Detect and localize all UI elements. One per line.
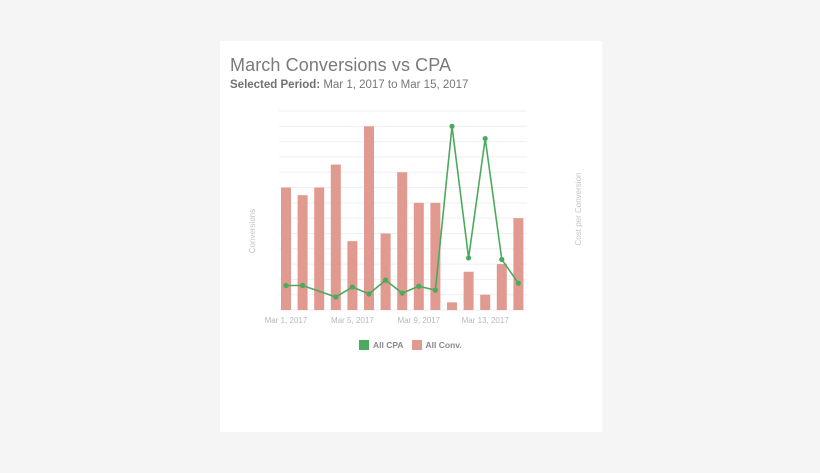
x-tick-label: Mar 9, 2017 — [397, 316, 440, 325]
chart-title: March Conversions vs CPA — [230, 55, 452, 75]
cpa-point[interactable] — [482, 135, 488, 142]
conversion-bar[interactable] — [347, 241, 358, 310]
cpa-polyline — [286, 126, 520, 298]
cpa-point[interactable] — [432, 287, 438, 293]
conversion-bar[interactable] — [397, 172, 408, 310]
cpa-point[interactable] — [349, 284, 355, 290]
conversions-bars — [281, 126, 524, 310]
conversion-bar[interactable] — [330, 164, 341, 310]
chart-card: March Conversions vs CPA Selected Period… — [220, 41, 602, 432]
cpa-point[interactable] — [399, 290, 405, 296]
x-tick-label: Mar 5, 2017 — [331, 316, 374, 325]
left-axis-title: Conversions — [248, 209, 257, 253]
conversion-bar[interactable] — [513, 218, 524, 310]
conversion-bar[interactable] — [480, 294, 491, 310]
legend-item-conv[interactable]: All Conv. — [411, 340, 462, 350]
conversion-bar[interactable] — [297, 195, 308, 310]
legend-swatch-cpa — [359, 340, 369, 350]
conversion-bar[interactable] — [281, 187, 291, 310]
conversion-bar[interactable] — [447, 302, 457, 310]
cpa-point[interactable] — [449, 123, 455, 129]
x-axis-ticks: Mar 1, 2017 Mar 5, 2017 Mar 9, 2017 Mar 13,… — [265, 316, 510, 325]
cpa-line — [283, 123, 521, 300]
legend-label-cpa: All CPA — [373, 340, 404, 350]
chart-legend: All CPA All Conv. — [359, 340, 470, 350]
conversion-bar[interactable] — [413, 202, 424, 310]
combo-chart: Mar 1, 2017 Mar 5, 2017 Mar 9, 2017 Mar 13,… — [248, 110, 583, 325]
conversion-bar[interactable] — [314, 187, 325, 310]
cpa-point[interactable] — [300, 282, 306, 289]
cpa-point[interactable] — [333, 294, 339, 300]
cpa-point[interactable] — [416, 283, 422, 289]
legend-item-cpa[interactable]: All CPA — [359, 340, 404, 350]
conversion-bar[interactable] — [496, 264, 507, 310]
x-tick-label: Mar 1, 2017 — [265, 316, 308, 325]
chart-subtitle: Selected Period: Mar 1, 2017 to Mar 15, … — [230, 79, 468, 91]
conversion-bar[interactable] — [364, 126, 374, 310]
conversion-bar[interactable] — [463, 271, 474, 310]
cpa-point[interactable] — [499, 256, 505, 263]
cpa-point[interactable] — [515, 280, 521, 286]
cpa-point[interactable] — [283, 282, 289, 289]
conversion-bar[interactable] — [430, 202, 441, 310]
cpa-point[interactable] — [383, 277, 389, 283]
legend-label-conv: All Conv. — [425, 340, 462, 350]
x-tick-label: Mar 13, 2017 — [462, 316, 510, 325]
subtitle-label: Selected Period: — [230, 79, 321, 91]
right-axis-title: Cost per Conversion — [574, 173, 583, 246]
cpa-point[interactable] — [366, 291, 372, 297]
cpa-point[interactable] — [466, 255, 472, 261]
subtitle-period: Mar 1, 2017 to Mar 15, 2017 — [323, 79, 469, 91]
conversion-bar[interactable] — [380, 233, 391, 310]
legend-swatch-conv — [411, 340, 422, 350]
